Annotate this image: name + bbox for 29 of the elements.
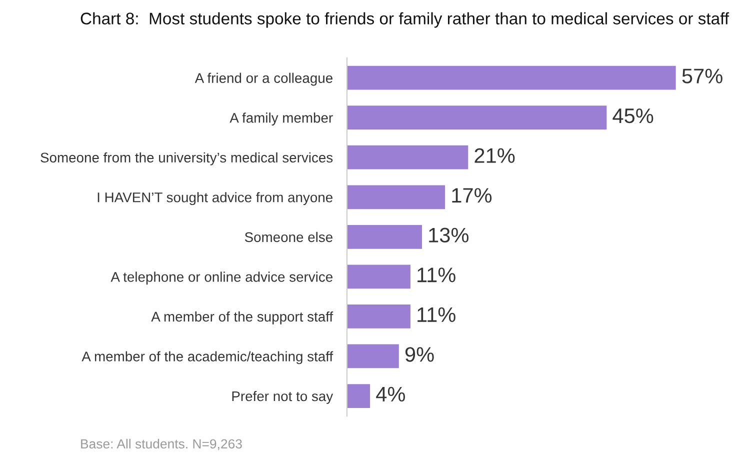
y-tick-label: A member of the academic/teaching staff [82, 351, 334, 364]
data-label: 17% [452, 188, 492, 203]
y-tick-label: A family member [230, 112, 333, 126]
bar [346, 304, 410, 328]
data-label: 57% [682, 68, 722, 84]
bar [346, 224, 422, 249]
data-label: 13% [429, 228, 468, 243]
data-label: 11% [418, 268, 456, 282]
text: Base: All students. N=9,263 [81, 438, 242, 450]
chart-title: Chart 8: Most students spoke to friends or family rather than to medical services or staff [80, 12, 730, 28]
y-tick-label: Someone from the university’s medical services [40, 152, 333, 166]
y-tick-label: I HAVEN’T sought advice from anyone [98, 192, 332, 206]
data-label: 21% [474, 148, 515, 163]
y-tick-label: Someone else [244, 232, 332, 242]
data-label: 11% [418, 307, 456, 322]
bar [346, 145, 468, 170]
y-tick-label: Prefer not to say [232, 390, 334, 404]
data-label: 9% [405, 347, 434, 362]
bar [346, 264, 410, 289]
y-tick-label: A friend or a colleague [194, 72, 332, 86]
bar [346, 384, 370, 408]
bar [346, 66, 676, 90]
data-label: 45% [612, 108, 654, 124]
bar [346, 185, 446, 210]
y-tick-label: A member of the support staff [151, 311, 334, 324]
y-tick-label: A telephone or online advice service [110, 272, 332, 285]
bar [346, 106, 607, 130]
data-label: 4% [376, 386, 405, 402]
bar [346, 344, 399, 368]
